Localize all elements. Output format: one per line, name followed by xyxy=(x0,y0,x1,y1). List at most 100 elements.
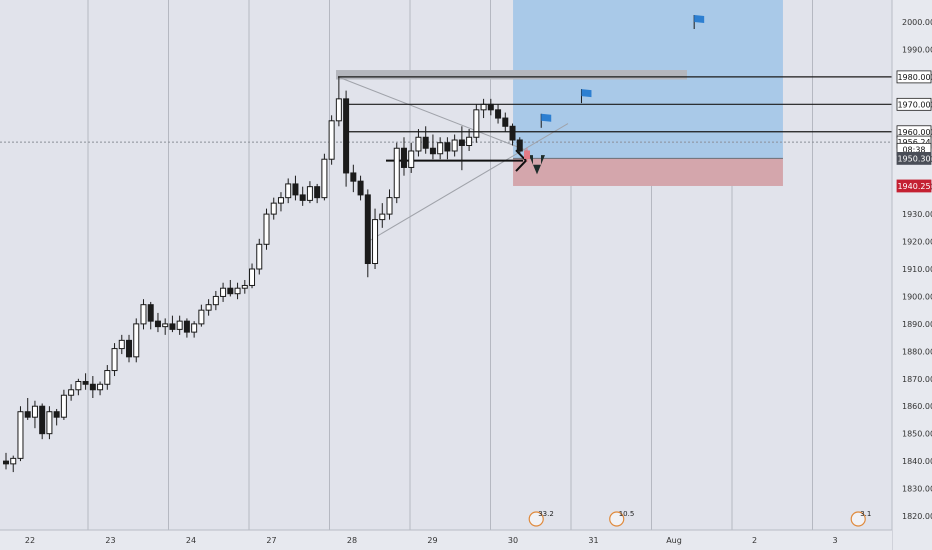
candle-body xyxy=(357,180,364,196)
candle-body xyxy=(444,142,451,152)
candle-body xyxy=(10,457,17,465)
y-tick-label: 1930.00 xyxy=(902,210,932,219)
event-icon xyxy=(609,511,625,527)
position-tool[interactable] xyxy=(513,0,783,186)
candle-body xyxy=(169,323,176,330)
flags[interactable] xyxy=(540,15,705,128)
svg-text:08:38: 08:38 xyxy=(902,145,925,154)
svg-text:1980.00: 1980.00 xyxy=(897,73,930,82)
price-axis[interactable] xyxy=(892,0,932,550)
candle-body xyxy=(321,158,328,199)
event-2[interactable]: 10.5 xyxy=(609,510,635,527)
candle-body xyxy=(372,219,379,265)
candle-body xyxy=(524,150,530,159)
candle-body xyxy=(82,381,89,385)
svg-text:1950.30: 1950.30 xyxy=(897,154,930,163)
candle-body xyxy=(46,411,53,435)
x-tick-label: 3 xyxy=(832,536,837,545)
horizontal-levels[interactable] xyxy=(338,76,892,133)
y-tick-label: 1890.00 xyxy=(902,320,932,329)
x-tick-label: 30 xyxy=(508,536,518,545)
y-tick-label: 1910.00 xyxy=(902,265,932,274)
event-label: 3.1 xyxy=(860,510,871,518)
loss-zone[interactable] xyxy=(513,158,783,186)
event-markers[interactable]: 33.2 10.5 3.1 xyxy=(528,510,871,527)
event-1[interactable]: 33.2 xyxy=(528,510,554,527)
candle-body xyxy=(277,197,284,204)
x-tick-label: 23 xyxy=(105,536,115,545)
candle-body xyxy=(495,109,502,119)
candle-body xyxy=(314,186,321,199)
candle-body xyxy=(422,136,429,149)
candle-body xyxy=(480,103,487,111)
candle-body xyxy=(60,394,67,418)
y-tick-label: 1820.00 xyxy=(902,512,932,521)
candle-body xyxy=(502,117,509,127)
y-tick-label: 1900.00 xyxy=(902,292,932,301)
candle-body xyxy=(68,389,75,396)
candle-body xyxy=(220,287,227,297)
candle-body xyxy=(335,98,342,122)
svg-text:1940.25: 1940.25 xyxy=(897,182,930,191)
level-1970-badge: 1970.00 xyxy=(896,97,932,111)
candle-body xyxy=(256,243,263,270)
candle-body xyxy=(133,323,140,358)
resistance-zone[interactable] xyxy=(336,70,687,80)
candle-body xyxy=(234,287,241,295)
candle-body xyxy=(249,268,256,286)
long-arrow-icon xyxy=(529,155,545,175)
flag-icon[interactable] xyxy=(540,113,552,128)
flag-icon[interactable] xyxy=(580,89,592,104)
candle-body xyxy=(415,136,422,152)
flag-icon[interactable] xyxy=(693,15,705,29)
candle-body xyxy=(328,120,335,160)
candle-body xyxy=(343,98,350,174)
x-tick-label: 27 xyxy=(266,536,276,545)
price-badges: 1980.00 1970.00 1960.001956.2408:381950.30… xyxy=(896,70,932,193)
time-axis[interactable] xyxy=(0,530,892,550)
candle-body xyxy=(400,147,407,168)
candle-body xyxy=(183,320,190,333)
y-tick-label: 1990.00 xyxy=(902,45,932,54)
candle-body xyxy=(263,213,270,245)
candle-body xyxy=(31,405,38,418)
candle-body xyxy=(39,405,46,435)
candle-body xyxy=(241,284,248,289)
candle-body xyxy=(516,139,523,152)
x-tick-label: 29 xyxy=(427,536,437,545)
y-tick-label: 1860.00 xyxy=(902,402,932,411)
level-1980-badge: 1980.00 xyxy=(896,70,932,84)
candle-body xyxy=(24,411,31,418)
x-tick-label: 22 xyxy=(25,536,35,545)
candle-body xyxy=(437,142,444,155)
y-tick-label: 1870.00 xyxy=(902,375,932,384)
candle-body xyxy=(270,202,277,215)
candle-body xyxy=(429,147,436,155)
candle-body xyxy=(227,287,234,295)
event-label: 33.2 xyxy=(538,510,554,518)
candle-body xyxy=(393,147,400,199)
x-tick-label: 31 xyxy=(588,536,598,545)
candle-body xyxy=(408,150,415,168)
trendline-lower[interactable] xyxy=(367,123,569,242)
candle-body xyxy=(89,383,96,391)
candle-body xyxy=(126,339,133,358)
x-tick-label: 2 xyxy=(752,536,757,545)
candle-body xyxy=(509,125,516,141)
candle-body xyxy=(466,136,473,146)
candle-body xyxy=(53,411,60,418)
candle-body xyxy=(292,183,299,196)
candle-body xyxy=(386,197,393,215)
candle-body xyxy=(17,411,24,459)
event-icon xyxy=(850,511,866,527)
candle-body xyxy=(154,320,161,328)
event-3[interactable]: 3.1 xyxy=(850,510,871,527)
x-tick-label: 24 xyxy=(186,536,196,545)
candle-body xyxy=(487,103,494,111)
candle-body xyxy=(212,295,219,306)
candles xyxy=(3,76,530,473)
trendline-upper[interactable] xyxy=(337,76,529,152)
stop-loss-badge: 1940.25 xyxy=(896,179,932,193)
candle-body xyxy=(364,194,371,265)
